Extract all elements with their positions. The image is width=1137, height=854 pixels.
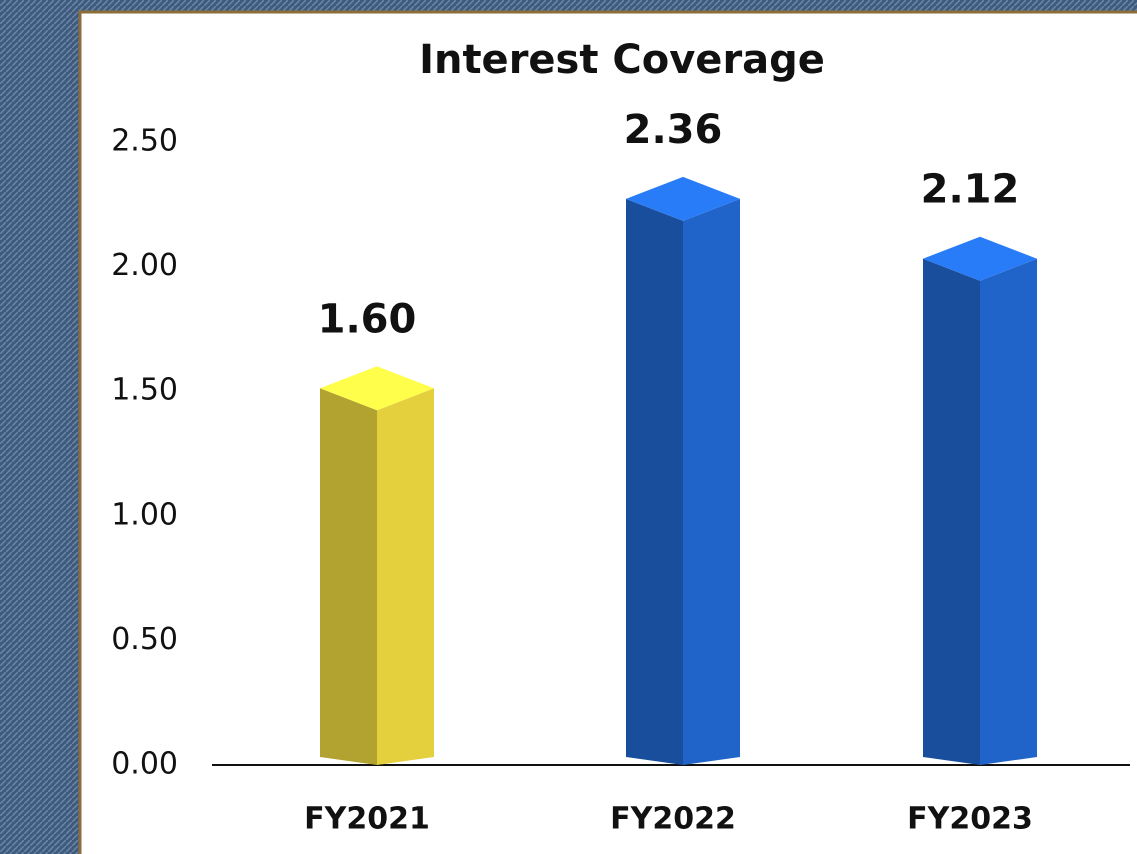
y-tick-label: 0.00: [111, 747, 178, 782]
bar: [320, 366, 434, 765]
x-tick-label: FY2022: [610, 802, 736, 837]
bar-top-face: [923, 236, 1037, 281]
bar-top-face: [626, 176, 740, 221]
bar-top-face: [320, 366, 434, 411]
bar-left-face: [923, 258, 980, 765]
bar-right-face: [377, 388, 434, 765]
bar-right-face: [980, 258, 1037, 765]
bar-right-face: [683, 198, 740, 765]
chart-title: Interest Coverage: [419, 37, 825, 83]
value-label: 2.12: [921, 167, 1020, 213]
bar: [923, 236, 1037, 765]
x-tick-label: FY2021: [304, 802, 430, 837]
bar-left-face: [320, 388, 377, 765]
y-tick-label: 2.50: [111, 124, 178, 159]
bar: [626, 176, 740, 765]
y-tick-label: 1.50: [111, 373, 178, 408]
y-tick-label: 1.00: [111, 497, 178, 532]
bar-left-face: [626, 198, 683, 765]
x-tick-label: FY2023: [907, 802, 1033, 837]
y-tick-label: 0.50: [111, 622, 178, 657]
value-label: 1.60: [318, 296, 417, 342]
value-label: 2.36: [624, 107, 723, 153]
y-tick-label: 2.00: [111, 248, 178, 283]
